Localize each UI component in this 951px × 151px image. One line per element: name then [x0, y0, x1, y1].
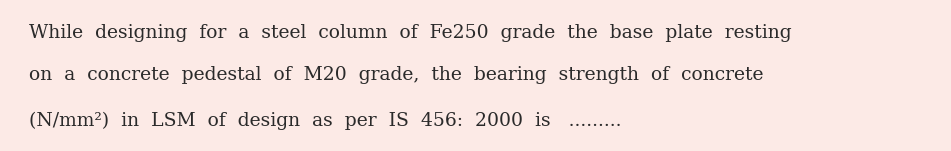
- Text: (N/mm²)  in  LSM  of  design  as  per  IS  456:  2000  is   .........: (N/mm²) in LSM of design as per IS 456: …: [29, 112, 621, 130]
- Text: on  a  concrete  pedestal  of  M20  grade,  the  bearing  strength  of  concrete: on a concrete pedestal of M20 grade, the…: [29, 66, 763, 85]
- Text: While  designing  for  a  steel  column  of  Fe250  grade  the  base  plate  res: While designing for a steel column of Fe…: [29, 24, 791, 42]
